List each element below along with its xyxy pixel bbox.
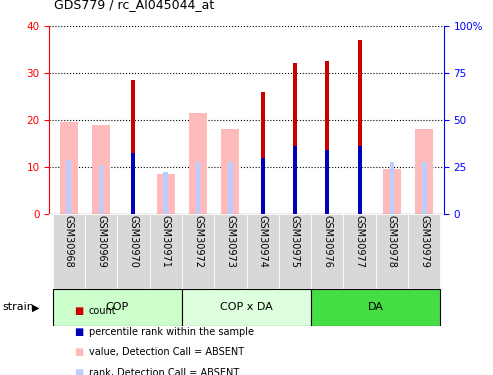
Bar bbox=[117, 214, 149, 289]
Bar bbox=[53, 289, 182, 326]
Bar bbox=[325, 62, 329, 214]
Text: COP: COP bbox=[106, 303, 129, 312]
Bar bbox=[67, 160, 71, 214]
Text: rank, Detection Call = ABSENT: rank, Detection Call = ABSENT bbox=[89, 368, 239, 375]
Text: ■: ■ bbox=[74, 348, 83, 357]
Bar bbox=[149, 214, 182, 289]
Bar bbox=[85, 214, 117, 289]
Text: value, Detection Call = ABSENT: value, Detection Call = ABSENT bbox=[89, 348, 244, 357]
Text: GSM30971: GSM30971 bbox=[161, 215, 171, 268]
Bar bbox=[358, 146, 361, 214]
Text: GSM30976: GSM30976 bbox=[322, 215, 332, 268]
Text: GSM30968: GSM30968 bbox=[64, 215, 73, 268]
Bar bbox=[408, 214, 440, 289]
Bar bbox=[293, 63, 297, 214]
Text: DA: DA bbox=[368, 303, 384, 312]
Bar bbox=[182, 214, 214, 289]
Bar bbox=[383, 169, 401, 214]
Bar bbox=[221, 129, 239, 214]
Bar bbox=[228, 162, 233, 214]
Text: GSM30978: GSM30978 bbox=[387, 215, 397, 268]
Bar bbox=[416, 129, 433, 214]
Bar bbox=[293, 146, 297, 214]
Text: GSM30969: GSM30969 bbox=[96, 215, 106, 268]
Text: percentile rank within the sample: percentile rank within the sample bbox=[89, 327, 254, 337]
Bar bbox=[261, 92, 265, 214]
Bar bbox=[325, 150, 329, 214]
Bar bbox=[53, 214, 85, 289]
Bar bbox=[279, 214, 311, 289]
Bar bbox=[214, 214, 246, 289]
Bar bbox=[132, 153, 135, 214]
Bar bbox=[189, 113, 207, 214]
Bar bbox=[99, 165, 104, 214]
Bar bbox=[182, 289, 311, 326]
Text: ■: ■ bbox=[74, 327, 83, 337]
Bar bbox=[132, 80, 135, 214]
Bar bbox=[92, 124, 110, 214]
Text: ■: ■ bbox=[74, 306, 83, 316]
Text: COP x DA: COP x DA bbox=[220, 303, 273, 312]
Text: strain: strain bbox=[2, 303, 35, 312]
Bar bbox=[389, 162, 394, 214]
Bar bbox=[311, 289, 440, 326]
Bar bbox=[311, 214, 344, 289]
Bar bbox=[163, 172, 168, 214]
Text: GSM30970: GSM30970 bbox=[128, 215, 139, 268]
Bar bbox=[344, 214, 376, 289]
Bar bbox=[376, 214, 408, 289]
Text: count: count bbox=[89, 306, 116, 316]
Text: GSM30974: GSM30974 bbox=[258, 215, 268, 268]
Text: GSM30979: GSM30979 bbox=[420, 215, 429, 268]
Bar bbox=[261, 158, 265, 214]
Text: ▶: ▶ bbox=[32, 303, 39, 312]
Bar bbox=[196, 162, 200, 214]
Bar bbox=[422, 162, 426, 214]
Text: GSM30972: GSM30972 bbox=[193, 215, 203, 268]
Text: GDS779 / rc_AI045044_at: GDS779 / rc_AI045044_at bbox=[54, 0, 214, 11]
Text: GSM30975: GSM30975 bbox=[290, 215, 300, 268]
Text: GSM30973: GSM30973 bbox=[225, 215, 235, 268]
Text: GSM30977: GSM30977 bbox=[354, 215, 365, 268]
Text: ■: ■ bbox=[74, 368, 83, 375]
Bar bbox=[157, 174, 175, 214]
Bar bbox=[246, 214, 279, 289]
Bar bbox=[60, 122, 77, 214]
Bar bbox=[358, 40, 361, 214]
